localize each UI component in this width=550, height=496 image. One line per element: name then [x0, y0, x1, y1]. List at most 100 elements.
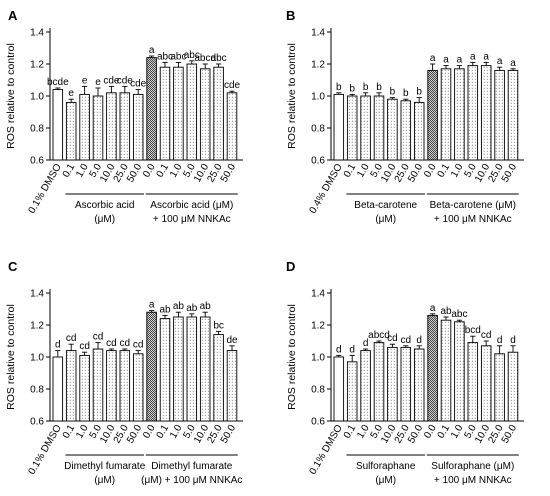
bar [92, 95, 104, 161]
bar [360, 95, 371, 161]
y-tick-label: 1.0 [311, 92, 325, 103]
significance-label: cd [133, 340, 144, 351]
significance-label: a [149, 45, 155, 56]
y-tick-label: 0.6 [311, 417, 325, 428]
x-tick-label: 1.0 [168, 423, 185, 441]
significance-label: cd [79, 341, 90, 352]
bar [226, 92, 238, 161]
significance-label: d [363, 338, 369, 349]
x-tick-label: 1.0 [74, 162, 91, 180]
significance-label: b [376, 82, 382, 93]
bar [226, 350, 238, 422]
bar [92, 348, 104, 422]
bar [387, 346, 398, 422]
significance-label: cd [387, 333, 398, 344]
bar [333, 356, 345, 422]
y-tick-label: 0.8 [311, 124, 325, 135]
significance-label: b [349, 83, 355, 94]
significance-label: cd [120, 338, 131, 349]
significance-label: a [483, 51, 489, 62]
bar [186, 316, 198, 422]
x-tick-label: 50.0 [219, 423, 238, 446]
y-tick-label: 1.4 [30, 289, 44, 300]
x-tick-label: 0.0 [422, 423, 439, 441]
panel-a: A ROS relative to control 0.6 0.8 1.0 1.2 1.4 b… [5, 8, 243, 225]
group-label: + 100 μM NNKAc [434, 214, 512, 225]
significance-label: cd [401, 335, 412, 346]
bar [360, 350, 371, 422]
bar [79, 93, 90, 161]
significance-label: a [443, 55, 449, 66]
significance-label: ab [440, 306, 452, 317]
bar [373, 342, 385, 422]
y-tick-label: 1.4 [311, 289, 325, 300]
y-tick-label: 0.6 [30, 417, 44, 428]
significance-label: cd [481, 330, 492, 341]
x-tick-label: 1.0 [449, 162, 466, 180]
x-tick-label: 0.1 [61, 162, 78, 180]
bar [346, 361, 358, 422]
bar [480, 345, 492, 422]
significance-label: a [470, 51, 476, 62]
significance-label: d [55, 340, 61, 351]
x-tick-label: 50.0 [219, 162, 238, 185]
significance-label: cd [106, 338, 117, 349]
significance-label: abc [451, 309, 467, 320]
significance-label: d [336, 344, 342, 355]
panel-d: D ROS relative to control 0.6 0.8 1.0 1.2 1.4 d… [286, 259, 524, 486]
x-tick-label: 0.1 [342, 423, 359, 441]
bar [199, 316, 211, 422]
group-label: (μM) [94, 475, 115, 486]
bar [400, 100, 412, 161]
bar [413, 348, 425, 422]
x-tick-label: 0.1 [436, 423, 453, 441]
y-tick-label: 0.6 [311, 156, 325, 167]
significance-label: abc [157, 51, 173, 62]
significance-label: a [149, 300, 155, 311]
significance-label: b [416, 87, 422, 98]
significance-label: a [510, 58, 516, 69]
significance-label: e [68, 88, 74, 99]
x-tick-label: 0.4% DMSO [308, 162, 345, 216]
significance-label: d [349, 344, 355, 355]
bar [346, 95, 358, 161]
y-tick-label: 1.2 [30, 60, 44, 71]
significance-label: bcde [47, 77, 69, 88]
y-tick-label: 1.0 [30, 92, 44, 103]
bar [333, 93, 345, 161]
bar [52, 89, 64, 161]
group-label: Beta-carotene (μM) [430, 200, 516, 211]
significance-label: abc [184, 50, 200, 61]
y-tick-label: 0.8 [30, 385, 44, 396]
group-label: Ascorbic acid (μM) [150, 200, 233, 211]
panel-letter: A [8, 8, 18, 23]
group-label: + 100 μM NNKAc [153, 214, 231, 225]
significance-label: d [416, 335, 422, 346]
significance-label: abc [170, 51, 186, 62]
significance-label: abc [211, 53, 227, 64]
x-tick-label: 1.0 [355, 423, 372, 441]
group-label: Sulforaphane [356, 461, 416, 472]
y-tick-label: 1.4 [30, 28, 44, 39]
significance-label: a [430, 53, 436, 64]
bar [494, 69, 505, 161]
y-tick-label: 1.2 [30, 321, 44, 332]
bar [427, 69, 438, 161]
significance-label: ab [173, 301, 185, 312]
significance-label: e [95, 77, 101, 88]
significance-label: ab [186, 303, 198, 314]
y-tick-label: 1.0 [30, 353, 44, 364]
y-axis-label: ROS relative to control [5, 304, 17, 410]
bar [52, 356, 64, 422]
bar [106, 92, 117, 161]
bar [173, 66, 184, 161]
significance-label: b [403, 88, 409, 99]
y-tick-label: 1.2 [311, 321, 325, 332]
significance-label: e [82, 75, 88, 86]
bar [467, 342, 479, 422]
significance-label: ab [200, 301, 212, 312]
y-tick-label: 0.8 [30, 124, 44, 135]
y-tick-label: 1.4 [311, 28, 325, 39]
significance-label: a [457, 55, 463, 66]
bar [494, 353, 505, 422]
